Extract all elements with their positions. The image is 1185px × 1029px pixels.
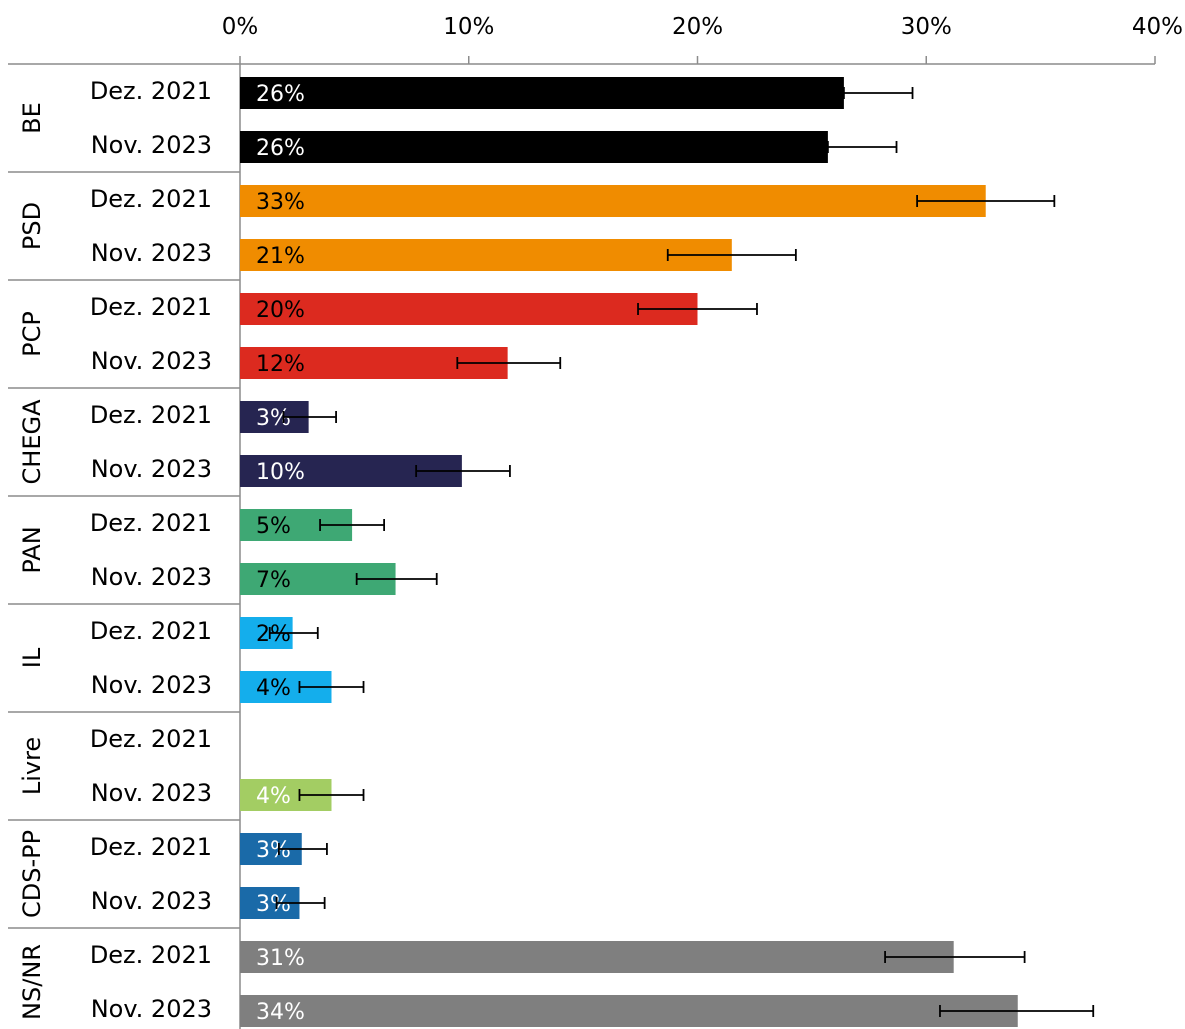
- bar-value-label: 2%: [256, 622, 291, 647]
- bar: [240, 941, 954, 973]
- period-label: Dez. 2021: [90, 833, 212, 861]
- party-label: NS/NR: [18, 944, 46, 1020]
- period-label: Nov. 2023: [91, 347, 212, 375]
- bar-value-label: 3%: [256, 892, 291, 917]
- period-label: Dez. 2021: [90, 617, 212, 645]
- period-label: Nov. 2023: [91, 887, 212, 915]
- bar-value-label: 3%: [256, 406, 291, 431]
- party-label: PCP: [18, 311, 46, 357]
- bar-value-label: 10%: [256, 460, 305, 485]
- x-tick-label: 40%: [1132, 14, 1183, 40]
- period-label: Nov. 2023: [91, 671, 212, 699]
- period-label: Dez. 2021: [90, 725, 212, 753]
- period-label: Dez. 2021: [90, 401, 212, 429]
- period-label: Dez. 2021: [90, 941, 212, 969]
- party-label: PAN: [18, 526, 46, 573]
- bar-value-label: 5%: [256, 514, 291, 539]
- party-label: CDS-PP: [18, 830, 46, 918]
- bar-value-label: 31%: [256, 946, 305, 971]
- period-label: Dez. 2021: [90, 293, 212, 321]
- bar-value-label: 4%: [256, 784, 291, 809]
- bar-value-label: 26%: [256, 136, 305, 161]
- bars: 26% 26% 33% 21% 20% 12% 3% 10% 5% 7% 2% 4% 4% 3% 3% 31%…: [240, 77, 1018, 1027]
- bar-value-label: 7%: [256, 568, 291, 593]
- x-tick-label: 30%: [901, 14, 952, 40]
- period-label: Dez. 2021: [90, 509, 212, 537]
- period-label: Nov. 2023: [91, 563, 212, 591]
- bar: [240, 239, 732, 271]
- bar-value-label: 20%: [256, 298, 305, 323]
- party-label: IL: [18, 647, 46, 668]
- party-label: Livre: [18, 737, 46, 795]
- period-label: Nov. 2023: [91, 455, 212, 483]
- bar-value-label: 33%: [256, 190, 305, 215]
- x-tick-label: 20%: [672, 14, 723, 40]
- bar: [240, 185, 986, 217]
- bar-value-label: 12%: [256, 352, 305, 377]
- bar: [240, 131, 828, 163]
- party-label: PSD: [18, 202, 46, 250]
- period-label: Nov. 2023: [91, 779, 212, 807]
- bar-value-label: 21%: [256, 244, 305, 269]
- bar-value-label: 34%: [256, 1000, 305, 1025]
- bar: [240, 293, 698, 325]
- x-tick-label: 0%: [222, 14, 259, 40]
- error-bars: [268, 87, 1095, 1017]
- party-label: BE: [18, 102, 46, 134]
- bar-value-label: 3%: [256, 838, 291, 863]
- x-axis: 0% 10% 20% 30% 40%: [222, 14, 1183, 65]
- bar-value-label: 26%: [256, 82, 305, 107]
- bar-value-label: 4%: [256, 676, 291, 701]
- period-label: Nov. 2023: [91, 239, 212, 267]
- x-tick-label: 10%: [443, 14, 494, 40]
- period-label: Dez. 2021: [90, 185, 212, 213]
- party-label: CHEGA: [18, 399, 46, 485]
- category-axis: BE Dez. 2021 Nov. 2023 PSD Dez. 2021 Nov. 202…: [8, 63, 241, 1029]
- period-label: Nov. 2023: [91, 995, 212, 1023]
- period-label: Nov. 2023: [91, 131, 212, 159]
- bar: [240, 995, 1018, 1027]
- bar: [240, 77, 844, 109]
- period-label: Dez. 2021: [90, 77, 212, 105]
